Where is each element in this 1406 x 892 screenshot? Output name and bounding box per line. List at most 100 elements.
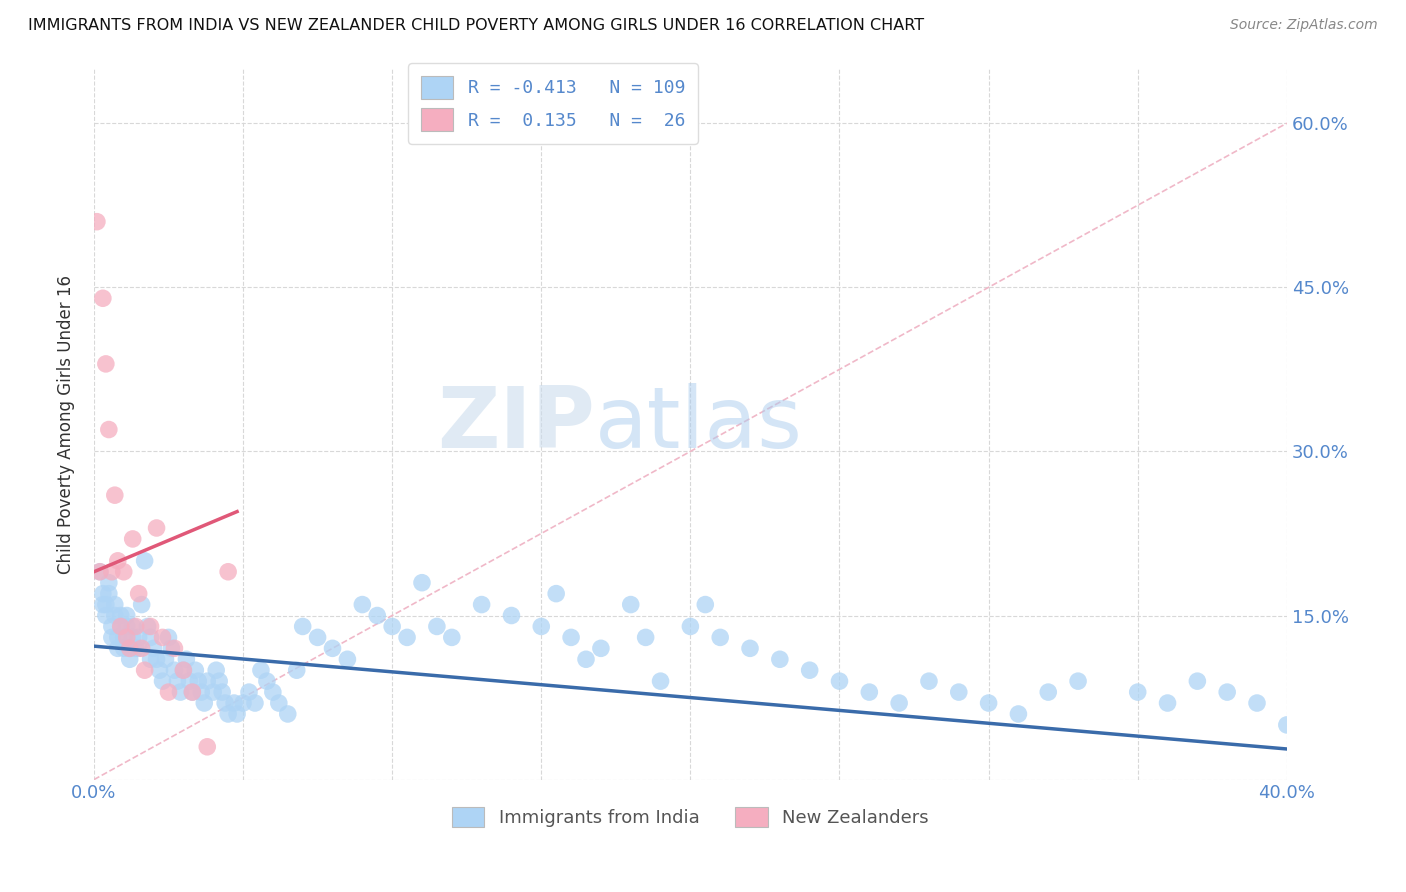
Point xyxy=(94,357,117,371)
Point xyxy=(267,696,290,710)
Point xyxy=(1216,685,1239,699)
Point xyxy=(1275,718,1298,732)
Point xyxy=(181,685,204,699)
Point xyxy=(471,598,494,612)
Point xyxy=(110,619,132,633)
Point xyxy=(110,608,132,623)
Point xyxy=(91,598,114,612)
Point xyxy=(112,641,135,656)
Point xyxy=(381,619,404,633)
Point xyxy=(110,619,132,633)
Point xyxy=(121,619,143,633)
Point xyxy=(104,488,127,502)
Point xyxy=(179,674,201,689)
Point xyxy=(152,631,174,645)
Point xyxy=(145,652,167,666)
Point xyxy=(118,641,141,656)
Point xyxy=(277,706,299,721)
Point xyxy=(262,685,284,699)
Point xyxy=(107,631,129,645)
Point xyxy=(620,598,643,612)
Point xyxy=(858,685,880,699)
Point xyxy=(546,587,568,601)
Point xyxy=(163,641,186,656)
Point xyxy=(291,619,314,633)
Point xyxy=(112,565,135,579)
Point xyxy=(118,641,141,656)
Point xyxy=(101,565,124,579)
Point xyxy=(166,674,188,689)
Point xyxy=(184,663,207,677)
Point xyxy=(125,619,148,633)
Point xyxy=(366,608,388,623)
Point xyxy=(195,674,218,689)
Text: ZIP: ZIP xyxy=(437,383,595,466)
Point xyxy=(139,652,162,666)
Point xyxy=(104,608,127,623)
Point xyxy=(118,652,141,666)
Point xyxy=(1038,685,1060,699)
Point xyxy=(948,685,970,699)
Point xyxy=(160,641,183,656)
Point xyxy=(1246,696,1268,710)
Point xyxy=(131,598,153,612)
Point xyxy=(89,565,111,579)
Point xyxy=(250,663,273,677)
Point xyxy=(97,587,120,601)
Point xyxy=(169,685,191,699)
Point xyxy=(152,674,174,689)
Point xyxy=(139,631,162,645)
Point xyxy=(131,641,153,656)
Point xyxy=(202,685,225,699)
Point xyxy=(226,706,249,721)
Point xyxy=(107,554,129,568)
Point xyxy=(86,215,108,229)
Point xyxy=(145,521,167,535)
Point xyxy=(709,631,731,645)
Point xyxy=(101,619,124,633)
Point xyxy=(136,619,159,633)
Point xyxy=(589,641,612,656)
Point xyxy=(307,631,329,645)
Point xyxy=(190,685,212,699)
Point xyxy=(128,641,150,656)
Point xyxy=(1126,685,1149,699)
Point xyxy=(799,663,821,677)
Point xyxy=(205,663,228,677)
Point xyxy=(217,565,239,579)
Point xyxy=(217,706,239,721)
Point xyxy=(1067,674,1090,689)
Point xyxy=(121,532,143,546)
Text: IMMIGRANTS FROM INDIA VS NEW ZEALANDER CHILD POVERTY AMONG GIRLS UNDER 16 CORREL: IMMIGRANTS FROM INDIA VS NEW ZEALANDER C… xyxy=(28,18,924,33)
Legend: Immigrants from India, New Zealanders: Immigrants from India, New Zealanders xyxy=(444,799,936,835)
Point xyxy=(107,641,129,656)
Point xyxy=(91,291,114,305)
Point xyxy=(134,663,156,677)
Point xyxy=(187,674,209,689)
Point xyxy=(679,619,702,633)
Point xyxy=(211,685,233,699)
Point xyxy=(1187,674,1209,689)
Point xyxy=(336,652,359,666)
Point xyxy=(181,685,204,699)
Point xyxy=(112,631,135,645)
Point xyxy=(195,739,218,754)
Point xyxy=(94,608,117,623)
Point xyxy=(142,641,165,656)
Point xyxy=(157,631,180,645)
Point xyxy=(426,619,449,633)
Y-axis label: Child Poverty Among Girls Under 16: Child Poverty Among Girls Under 16 xyxy=(58,275,75,574)
Point xyxy=(139,619,162,633)
Point xyxy=(769,652,792,666)
Point xyxy=(208,674,231,689)
Point xyxy=(256,674,278,689)
Point xyxy=(440,631,463,645)
Text: Source: ZipAtlas.com: Source: ZipAtlas.com xyxy=(1230,18,1378,32)
Point xyxy=(115,631,138,645)
Point xyxy=(134,554,156,568)
Point xyxy=(738,641,761,656)
Point xyxy=(977,696,1000,710)
Point xyxy=(214,696,236,710)
Point xyxy=(222,696,245,710)
Point xyxy=(157,685,180,699)
